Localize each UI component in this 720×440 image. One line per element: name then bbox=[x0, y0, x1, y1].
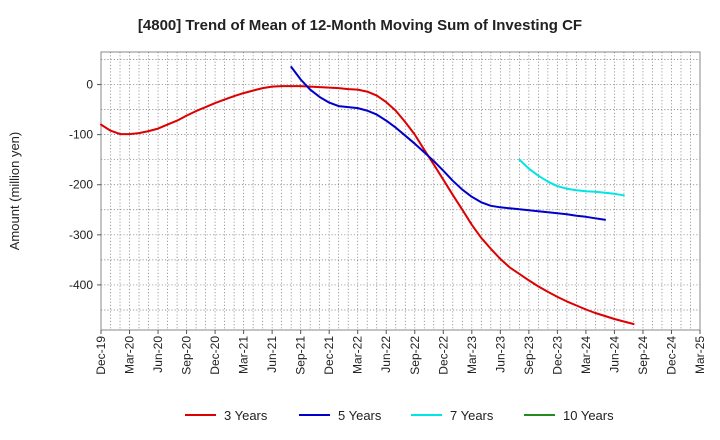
x-tick-label: Jun-22 bbox=[379, 336, 393, 373]
grid bbox=[101, 52, 700, 330]
x-tick-label: Dec-24 bbox=[664, 336, 678, 375]
legend-label: 10 Years bbox=[563, 408, 614, 423]
y-tick-label: -200 bbox=[69, 178, 93, 192]
legend-label: 7 Years bbox=[450, 408, 494, 423]
x-tick-label: Dec-22 bbox=[436, 336, 450, 375]
x-tick-label: Dec-23 bbox=[550, 336, 564, 375]
x-tick-label: Dec-21 bbox=[322, 336, 336, 375]
x-tick-label: Sep-23 bbox=[522, 336, 536, 375]
legend-label: 3 Years bbox=[224, 408, 268, 423]
legend: 3 Years 5 Years 7 Years 10 Years bbox=[185, 408, 614, 423]
x-tick-label: Jun-24 bbox=[607, 336, 621, 373]
x-axis: Dec-19 Mar-20 Jun-20 Sep-20 Dec-20 Mar-21 Jun-… bbox=[94, 330, 707, 375]
chart-title: [4800] Trend of Mean of 12-Month Moving … bbox=[138, 17, 582, 34]
x-tick-label: Dec-19 bbox=[94, 336, 108, 375]
y-axis: 0 -100 -200 -300 -400 bbox=[69, 78, 101, 292]
x-tick-label: Sep-22 bbox=[408, 336, 422, 375]
x-tick-label: Mar-25 bbox=[693, 336, 707, 374]
y-tick-label: -300 bbox=[69, 228, 93, 242]
series-layer bbox=[100, 66, 635, 325]
x-tick-label: Sep-21 bbox=[294, 336, 308, 375]
x-tick-label: Mar-23 bbox=[465, 336, 479, 374]
series-line-5-years bbox=[290, 66, 606, 221]
x-tick-label: Jun-21 bbox=[265, 336, 279, 373]
x-tick-label: Jun-20 bbox=[151, 336, 165, 373]
x-tick-label: Dec-20 bbox=[208, 336, 222, 375]
x-tick-label: Sep-24 bbox=[636, 336, 650, 375]
plot-frame bbox=[100, 51, 701, 331]
y-tick-label: -100 bbox=[69, 128, 93, 142]
x-tick-label: Jun-23 bbox=[493, 336, 507, 373]
series-line-3-years bbox=[100, 85, 635, 325]
y-tick-label: 0 bbox=[86, 78, 93, 92]
x-tick-label: Mar-22 bbox=[351, 336, 365, 374]
series-line-7-years bbox=[518, 158, 625, 197]
plot-area bbox=[100, 51, 701, 331]
x-tick-label: Mar-24 bbox=[579, 336, 593, 374]
y-axis-label: Amount (million yen) bbox=[7, 132, 22, 251]
legend-label: 5 Years bbox=[338, 408, 382, 423]
x-tick-label: Sep-20 bbox=[180, 336, 194, 375]
x-tick-label: Mar-21 bbox=[237, 336, 251, 374]
x-tick-label: Mar-20 bbox=[123, 336, 137, 374]
y-tick-label: -400 bbox=[69, 278, 93, 292]
